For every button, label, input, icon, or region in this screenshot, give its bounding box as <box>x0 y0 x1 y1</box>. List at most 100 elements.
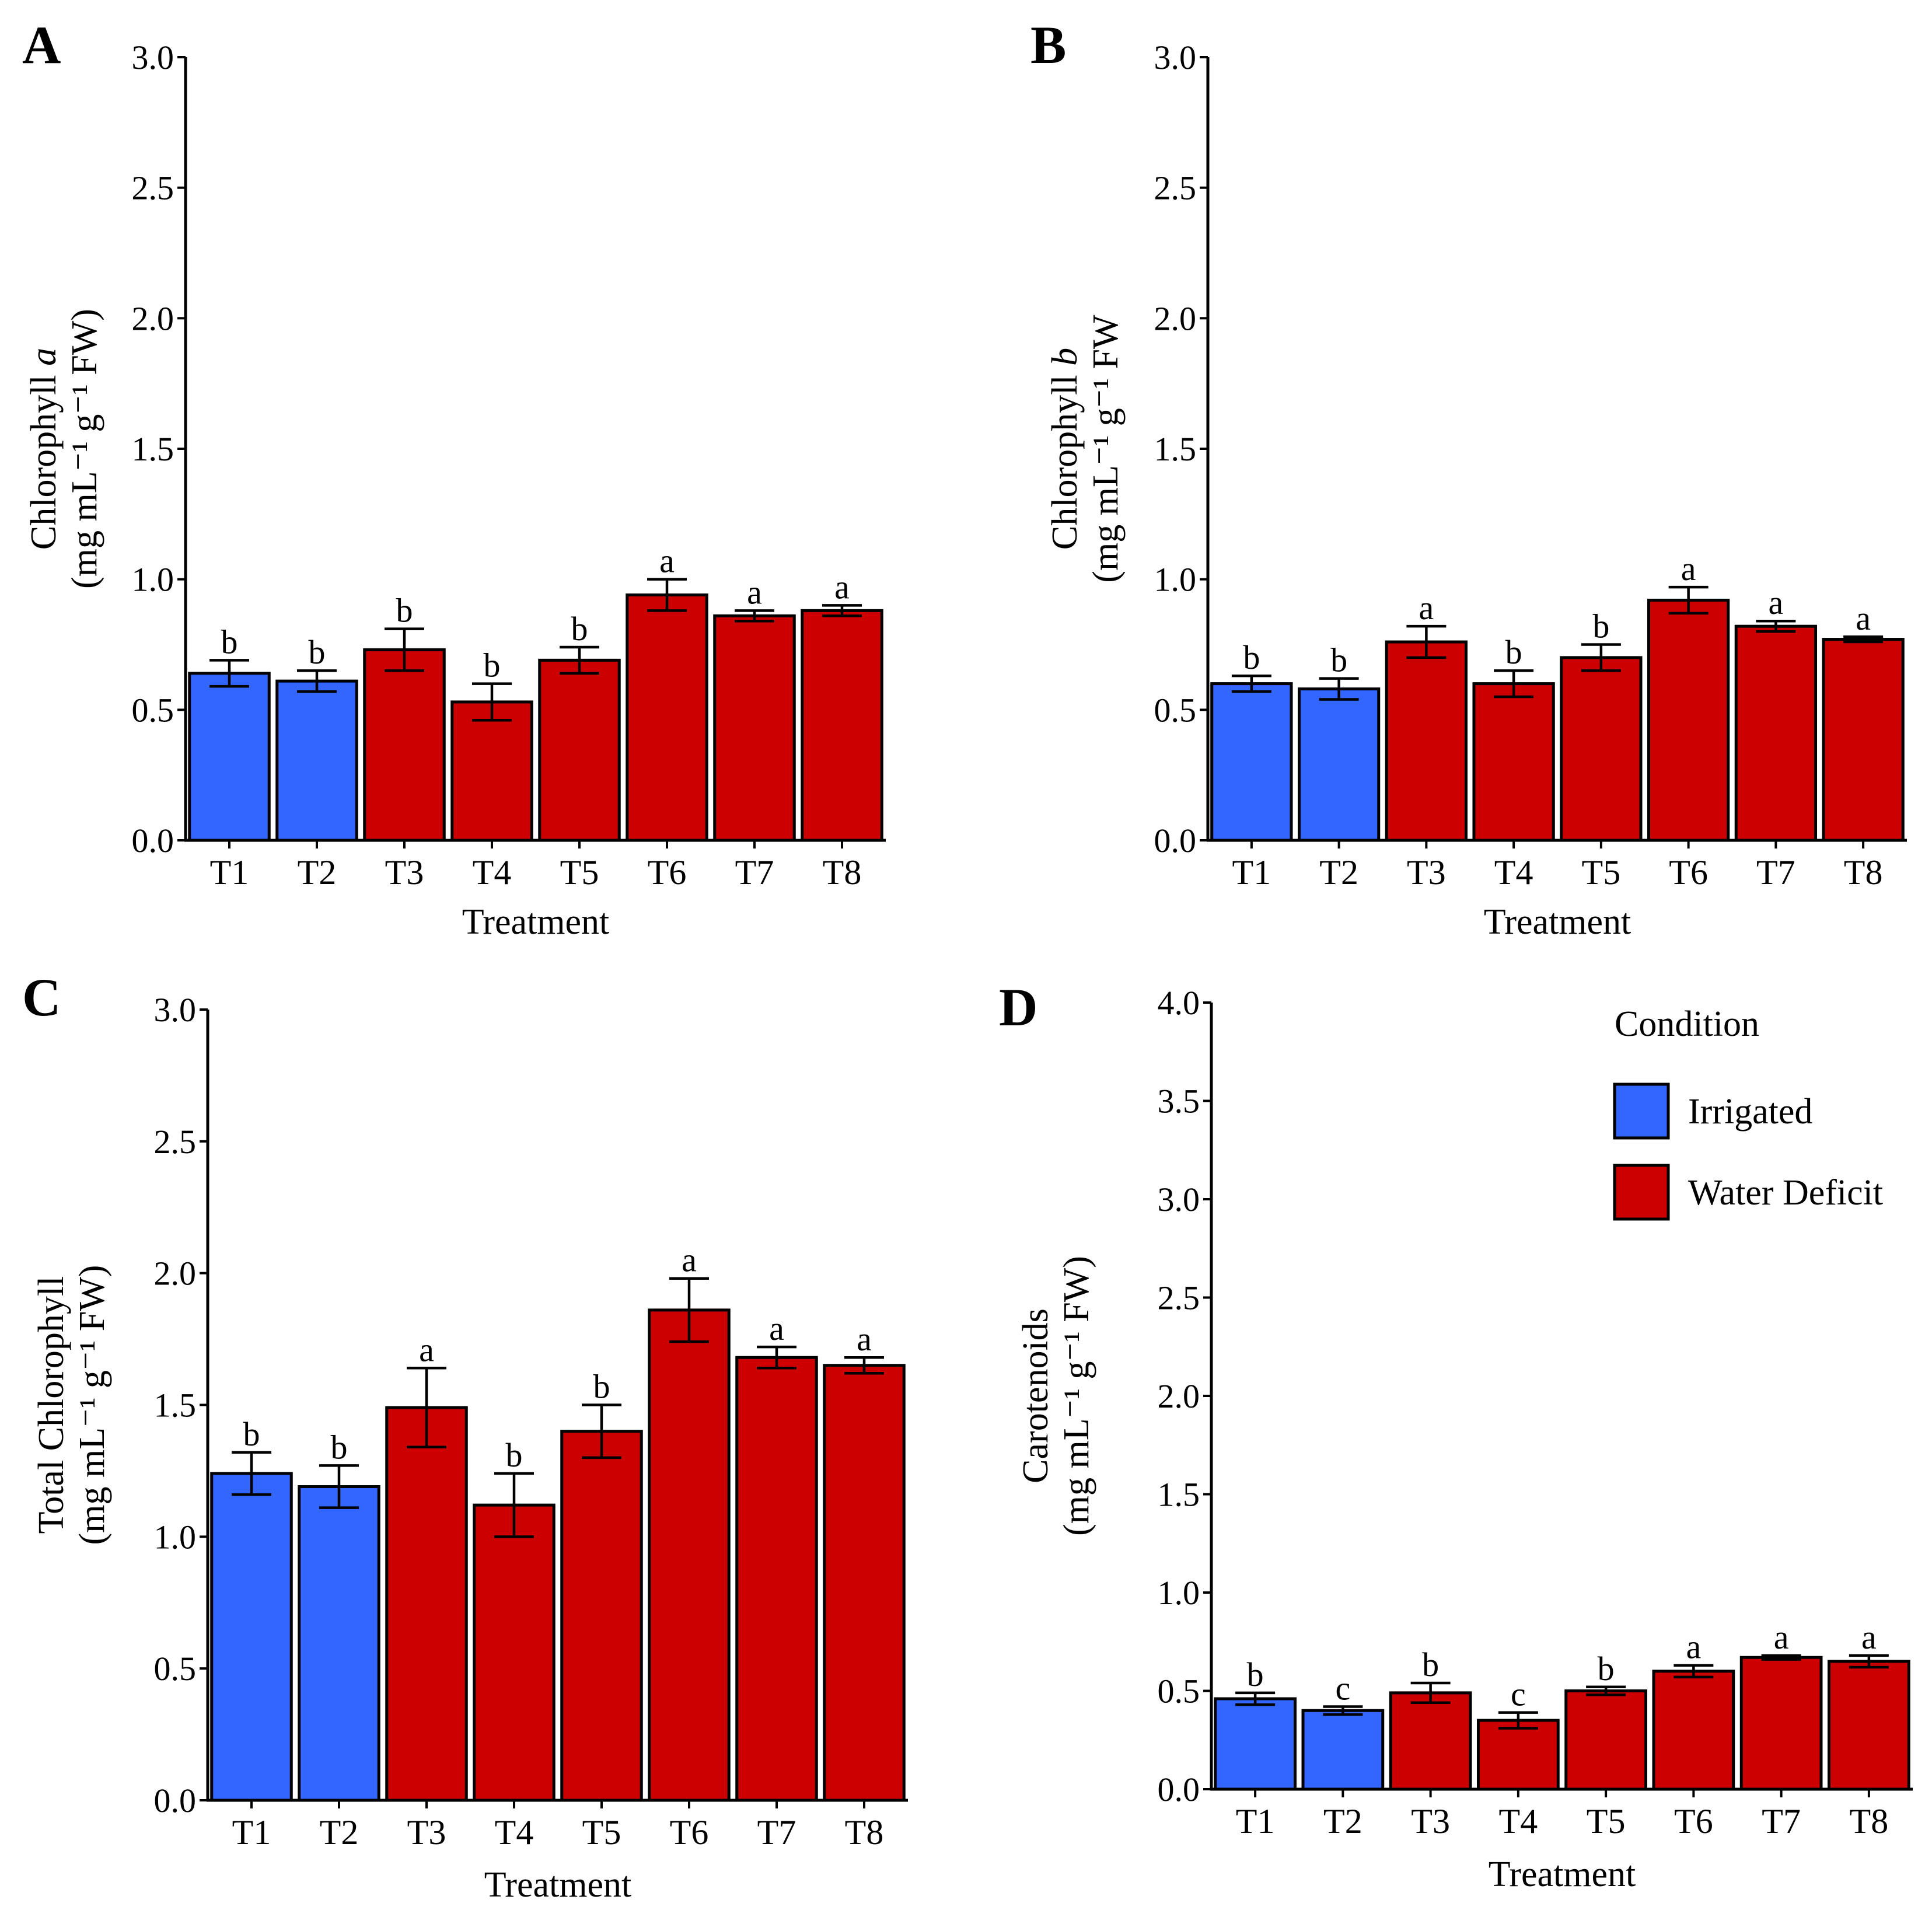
bar <box>188 672 271 842</box>
x-tick-label: T2 <box>1323 1802 1362 1841</box>
significance-letter: b <box>1598 1650 1615 1688</box>
bar <box>1739 1656 1823 1791</box>
significance-letter: b <box>1505 633 1522 671</box>
x-tick-label: T3 <box>407 1813 446 1852</box>
bar <box>538 658 621 842</box>
x-tick-label: T8 <box>1850 1802 1889 1841</box>
bar <box>298 1485 380 1802</box>
bar <box>1647 598 1730 842</box>
x-tick-label: T4 <box>495 1813 534 1852</box>
panel-c: C Total Chlorophyll (mg mL⁻¹ g⁻¹ FW) 0.0 0.5… <box>22 968 908 1905</box>
y-tick-label: 2.0 <box>1158 1377 1200 1415</box>
x-tick-label: T8 <box>823 853 862 892</box>
y-tick-label: 3.0 <box>154 991 197 1029</box>
y-axis-title-main: Carotenoids <box>1016 1308 1056 1483</box>
significance-letter: c <box>1511 1675 1526 1713</box>
x-tick-label: T8 <box>1844 853 1883 892</box>
significance-letter: b <box>1247 1656 1264 1693</box>
legend-swatch-water-deficit <box>1613 1164 1670 1221</box>
y-tick-label: 3.0 <box>1158 1181 1200 1218</box>
x-tick-label: T3 <box>1407 853 1446 892</box>
y-tick-label: 0.0 <box>154 1782 197 1820</box>
y-tick-label: 2.5 <box>154 1123 197 1161</box>
bar <box>648 1308 731 1802</box>
y-tick-label: 2.0 <box>132 299 174 337</box>
x-tick-label: T2 <box>1319 853 1358 892</box>
x-tick-label: T5 <box>1587 1802 1626 1841</box>
significance-letter: a <box>682 1241 697 1279</box>
y-tick-label: 1.0 <box>154 1518 197 1556</box>
x-tick-label: T7 <box>1762 1802 1801 1841</box>
significance-letter: a <box>834 568 850 606</box>
x-tick-label: T7 <box>757 1813 796 1852</box>
y-tick-label: 0.5 <box>154 1650 197 1688</box>
panel-label: A <box>22 15 61 75</box>
significance-letter: a <box>1769 584 1784 621</box>
significance-letter: b <box>243 1415 260 1453</box>
significance-letter: a <box>747 573 762 611</box>
significance-letter: a <box>419 1331 434 1368</box>
bar <box>1389 1691 1472 1791</box>
significance-letter: b <box>593 1368 610 1406</box>
bar <box>560 1430 643 1802</box>
x-tick-label: T1 <box>232 1813 271 1852</box>
bar <box>1652 1670 1735 1791</box>
y-tick-label: 3.0 <box>1154 39 1197 76</box>
y-tick-label: 0.5 <box>1154 691 1197 729</box>
bar <box>1297 687 1381 842</box>
bar <box>823 1364 906 1802</box>
bar <box>1564 1689 1647 1791</box>
bar <box>1301 1709 1385 1791</box>
x-tick-label: T2 <box>298 853 337 892</box>
x-tick-label: T3 <box>1411 1802 1450 1841</box>
x-axis-title: Treatment <box>484 1865 632 1905</box>
x-axis-title: Treatment <box>1484 902 1631 942</box>
significance-letter: a <box>1861 1618 1877 1656</box>
y-tick-label: 2.5 <box>132 169 174 207</box>
significance-letter: b <box>1330 641 1347 679</box>
y-tick-label: 1.5 <box>1154 430 1197 468</box>
bar <box>1214 1697 1297 1791</box>
significance-letter: b <box>484 647 501 685</box>
x-tick-label: T3 <box>385 853 424 892</box>
x-tick-label: T4 <box>473 853 512 892</box>
significance-letter: b <box>221 623 238 661</box>
y-axis-title-main: Total Chlorophyll <box>32 1276 71 1534</box>
bar <box>626 593 708 842</box>
y-tick-label: 1.5 <box>1158 1476 1200 1514</box>
y-axis-title-main: Chlorophyll <box>24 366 64 550</box>
significance-letter: b <box>1422 1646 1439 1684</box>
significance-letter: a <box>659 542 675 580</box>
bar <box>363 648 446 842</box>
significance-letter: a <box>769 1310 784 1347</box>
y-tick-label: 0.0 <box>1154 822 1197 860</box>
y-tick-label: 1.5 <box>132 430 174 468</box>
bar <box>801 609 883 842</box>
bar <box>713 614 796 842</box>
significance-letter: a <box>1774 1618 1789 1656</box>
x-tick-label: T6 <box>648 853 687 892</box>
x-tick-label: T7 <box>1756 853 1795 892</box>
y-axis-title: Chlorophyll a <box>24 348 64 550</box>
y-axis-units: (mg mL⁻¹ g⁻¹ FW) <box>72 1265 112 1545</box>
x-tick-label: T1 <box>1236 1802 1275 1841</box>
y-axis-title: Carotenoids <box>1016 1308 1056 1483</box>
y-axis-title-italic: b <box>1045 348 1085 366</box>
legend-label-irrigated: Irrigated <box>1688 1092 1812 1132</box>
y-axis-title: Total Chlorophyll <box>32 1276 71 1534</box>
y-tick-label: 1.0 <box>132 561 174 599</box>
x-tick-label: T6 <box>1669 853 1708 892</box>
bar <box>385 1406 468 1802</box>
bar <box>1472 682 1555 842</box>
y-axis-title-main: Chlorophyll <box>1045 366 1085 550</box>
y-axis-units: (mg mL⁻¹ g⁻¹ FW <box>1086 315 1126 583</box>
panel-label: C <box>22 968 61 1027</box>
legend: Condition Irrigated Water Deficit <box>1613 1004 1883 1221</box>
significance-letter: a <box>857 1320 872 1358</box>
bar <box>1477 1719 1560 1791</box>
x-tick-label: T8 <box>845 1813 884 1852</box>
significance-letter: b <box>331 1428 348 1466</box>
